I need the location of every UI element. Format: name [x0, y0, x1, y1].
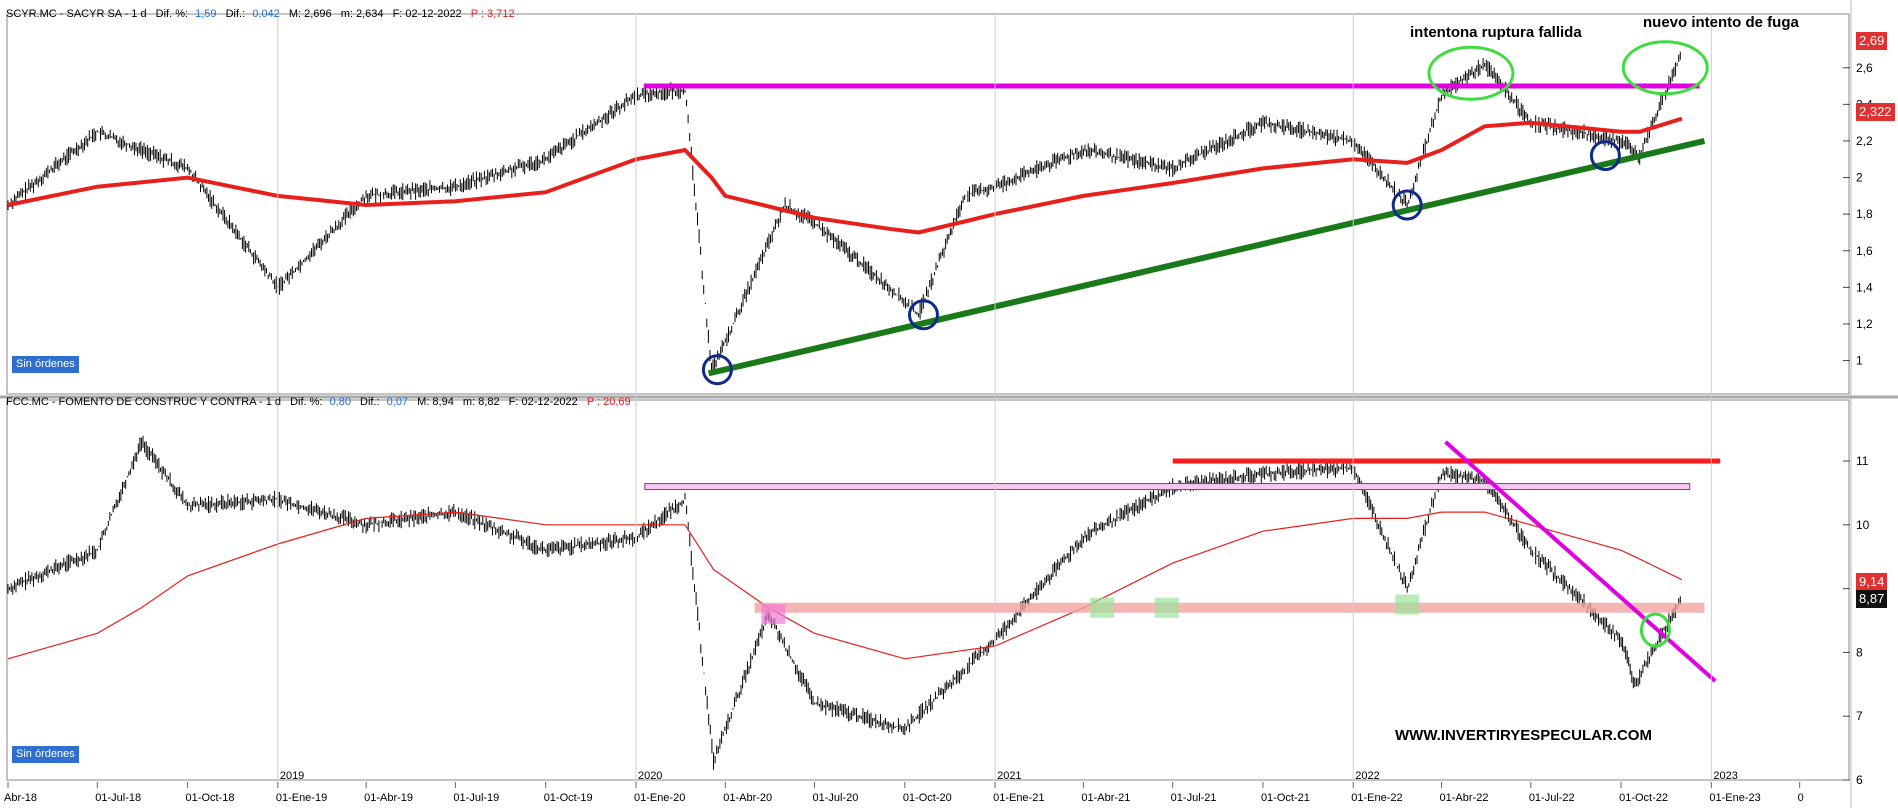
top-support-touch-circle	[1391, 189, 1423, 221]
x-tick-label: 01-Jul-21	[1171, 792, 1217, 804]
x-tick-label: 01-Ene-23	[1709, 792, 1760, 804]
bottom-p-value: P : 20,69	[587, 396, 631, 408]
top-m-value: M: 2,696	[289, 8, 332, 20]
top-breakout-circle	[1621, 40, 1709, 96]
bottom-support-touch-marker	[761, 604, 786, 625]
bottom-y-tick-label: 6	[1856, 773, 1863, 787]
top-min-value: m: 2,634	[341, 8, 384, 20]
top-p-value: P : 3,712	[471, 8, 515, 20]
top-support-touch-circle	[907, 299, 939, 331]
top-support-touch-circle	[701, 354, 733, 386]
bottom-date: F: 02-12-2022	[509, 396, 578, 408]
x-tick-label: 01-Jul-22	[1529, 792, 1575, 804]
bottom-ma-tag: 9,14	[1856, 573, 1888, 591]
top-interval: 1 d	[131, 8, 146, 20]
x-tick-label: 01-Abr-19	[364, 792, 413, 804]
top-dif-pct-label: Dif. %:	[156, 8, 188, 20]
top-y-tick-label: 1,4	[1856, 280, 1873, 294]
bottom-support-touch-marker	[1395, 594, 1420, 615]
top-y-tick-label: 2,2	[1856, 134, 1873, 148]
year-label: 2021	[997, 770, 1021, 782]
x-tick-label: 01-Oct-18	[186, 792, 235, 804]
top-moving-average	[7, 116, 1683, 235]
bottom-m-value: M: 8,94	[417, 396, 454, 408]
top-y-tick-label: 1,2	[1856, 317, 1873, 331]
top-y-tick-label: 2,6	[1856, 61, 1873, 75]
top-y-tick-label: 1	[1856, 354, 1863, 368]
x-tick-label: 01-Abr-22	[1440, 792, 1489, 804]
x-tick-label: 01-Oct-20	[903, 792, 952, 804]
x-tick-label: 01-Jul-19	[453, 792, 499, 804]
bottom-dif-label: Dif.:	[360, 396, 380, 408]
top-panel-frame	[6, 13, 1850, 395]
bottom-header: FCC.MC - FOMENTO DE CONSTRUC Y CONTRA - …	[6, 396, 631, 408]
top-price-tag: 2,69	[1856, 32, 1888, 50]
year-label: 2023	[1713, 770, 1737, 782]
top-date: F: 02-12-2022	[393, 8, 462, 20]
x-tick-label: 01-Oct-22	[1619, 792, 1668, 804]
x-tick-label: 01-Ene-22	[1351, 792, 1402, 804]
x-tick-label: 01-Ene-19	[276, 792, 327, 804]
top-support-trendline	[707, 138, 1706, 377]
bottom-min-value: m: 8,82	[463, 396, 500, 408]
top-orders-badge[interactable]: Sin órdenes	[12, 356, 79, 373]
x-tick-label: 01-Ene-20	[634, 792, 685, 804]
bottom-symbol: FCC.MC - FOMENTO DE CONSTRUC Y CONTRA -	[6, 396, 266, 408]
bottom-y-tick-label: 8	[1856, 645, 1863, 659]
top-y-tick-label: 1,8	[1856, 207, 1873, 221]
bottom-y-tick-label: 7	[1856, 709, 1863, 723]
top-breakout-circle	[1427, 45, 1515, 101]
bottom-dif-value: 0,07	[387, 396, 408, 408]
x-tick-label: 01-Oct-21	[1261, 792, 1310, 804]
x-tick-label: 0	[1798, 792, 1804, 804]
bottom-dif-pct-value: 0,80	[330, 396, 351, 408]
bottom-price-tag: 8,87	[1856, 590, 1888, 608]
top-symbol: SCYR.MC - SACYR SA -	[6, 8, 131, 20]
bottom-support-touch-marker	[1090, 597, 1115, 618]
year-label: 2022	[1355, 770, 1379, 782]
top-dif-pct-value: 1,59	[195, 8, 216, 20]
top-ma-tag: 2,322	[1856, 103, 1895, 121]
top-y-tick-label: 2	[1856, 171, 1863, 185]
x-tick-label: Abr-18	[4, 792, 37, 804]
bottom-resistance-band	[644, 483, 1691, 491]
bottom-downtrend-line	[1444, 440, 1717, 683]
annotation-failed-breakout: intentona ruptura fallida	[1410, 24, 1582, 41]
bottom-support-zone	[754, 602, 1705, 613]
watermark: WWW.INVERTIRYESPECULAR.COM	[1395, 727, 1652, 744]
annotation-new-breakout: nuevo intento de fuga	[1643, 14, 1799, 31]
x-tick-label: 01-Ene-21	[993, 792, 1044, 804]
bottom-y-tick-label: 11	[1856, 454, 1869, 468]
x-tick-label: 01-Jul-18	[95, 792, 141, 804]
top-y-tick-label: 1,6	[1856, 244, 1873, 258]
year-label: 2020	[638, 770, 662, 782]
bottom-y-tick-label: 10	[1856, 518, 1870, 532]
x-tick-label: 01-Abr-21	[1081, 792, 1130, 804]
bottom-moving-average	[7, 511, 1683, 660]
top-support-touch-circle	[1589, 140, 1621, 172]
x-tick-label: 01-Oct-19	[544, 792, 593, 804]
bottom-interval: 1 d	[266, 396, 281, 408]
top-header: SCYR.MC - SACYR SA - 1 d Dif. %: 1,59 Di…	[6, 8, 515, 20]
x-tick-label: 01-Abr-20	[723, 792, 772, 804]
top-dif-value: 0,042	[252, 8, 280, 20]
bottom-price-series	[7, 435, 1681, 770]
year-label: 2019	[280, 770, 304, 782]
bottom-support-touch-marker	[1154, 597, 1179, 618]
bottom-orders-badge[interactable]: Sin órdenes	[12, 746, 79, 763]
bottom-dif-pct-label: Dif. %:	[290, 396, 322, 408]
top-dif-label: Dif.:	[226, 8, 246, 20]
bottom-breakout-circle	[1639, 612, 1671, 648]
x-tick-label: 01-Jul-20	[813, 792, 859, 804]
